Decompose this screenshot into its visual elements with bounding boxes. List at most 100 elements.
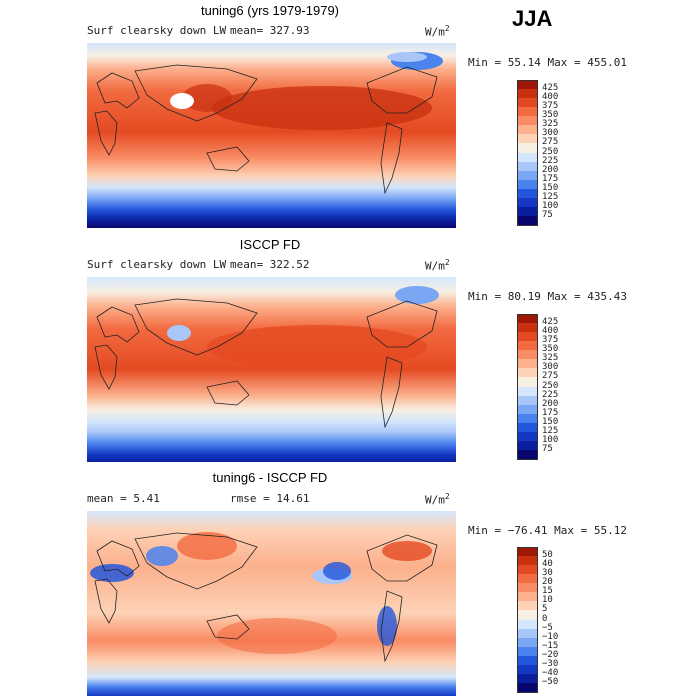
colorbar-block [517, 206, 537, 217]
colorbar-frame [517, 80, 538, 226]
colorbar-block [517, 655, 537, 666]
panel3-colorbar-labels: 50 40 30 20 15 10 5 0 −5 −10 −15 −20 −30 −40 −50 [542, 547, 582, 692]
colorbar-block [517, 574, 537, 584]
panel1-map [87, 43, 456, 228]
colorbar-block [517, 592, 537, 602]
colorbar-block [517, 134, 537, 144]
panel2-title: ISCCP FD [239, 237, 301, 252]
colorbar-tick-label: 250 [542, 146, 559, 157]
colorbar-block [517, 143, 537, 153]
colorbar-tick-label: 75 [542, 209, 553, 220]
colorbar-block [517, 673, 537, 684]
colorbar-block [517, 682, 537, 693]
colorbar-tick-label: 250 [542, 380, 559, 391]
colorbar-block [517, 556, 537, 566]
colorbar-block [517, 215, 537, 226]
colorbar-block [517, 368, 537, 378]
panel2-coastlines [94, 298, 438, 429]
colorbar-tick-label: 50 [542, 550, 553, 561]
colorbar-tick-label: 100 [542, 200, 559, 211]
colorbar-tick-label: 125 [542, 191, 559, 202]
colorbar-tick-label: 200 [542, 164, 559, 175]
colorbar-block [517, 664, 537, 675]
colorbar-block [517, 80, 537, 90]
colorbar-tick-label: 425 [542, 317, 559, 328]
colorbar-block [517, 404, 537, 415]
colorbar-block [517, 431, 537, 442]
colorbar-tick-label: 350 [542, 344, 559, 355]
colorbar-block [517, 188, 537, 199]
colorbar-tick-label: 275 [542, 371, 559, 382]
panel1-variable: Surf clearsky down LW [87, 24, 227, 37]
colorbar-block [517, 107, 537, 117]
colorbar-tick-label: 375 [542, 101, 559, 112]
colorbar-tick-label: 225 [542, 389, 559, 400]
panel3-mean: mean = 5.41 [87, 492, 160, 505]
colorbar-tick-label: 300 [542, 362, 559, 373]
panel3-colorbar [517, 547, 538, 693]
colorbar-tick-label: 10 [542, 595, 553, 606]
panel2-minmax: Min = 80.19 Max = 435.43 [468, 290, 627, 303]
colorbar-tick-label: −30 [542, 658, 559, 669]
colorbar-block [517, 646, 537, 657]
colorbar-tick-label: −5 [542, 622, 553, 633]
panel3-minmax: Min = −76.41 Max = 55.12 [468, 524, 627, 537]
colorbar-block [517, 637, 537, 648]
colorbar-block [517, 422, 537, 433]
colorbar-frame [517, 314, 538, 460]
colorbar-block [517, 565, 537, 575]
panel3-map [87, 511, 456, 696]
panel2-colorbar [517, 314, 538, 460]
colorbar-block [517, 314, 537, 324]
colorbar-frame [517, 547, 538, 693]
colorbar-block [517, 610, 537, 620]
colorbar-block [517, 341, 537, 351]
colorbar-tick-label: 5 [542, 604, 548, 615]
colorbar-block [517, 377, 537, 387]
colorbar-block [517, 179, 537, 190]
panel2-mean: mean= 322.52 [230, 258, 310, 271]
colorbar-tick-label: 300 [542, 128, 559, 139]
colorbar-block [517, 197, 537, 208]
colorbar-block [517, 125, 537, 135]
colorbar-tick-label: 175 [542, 407, 559, 418]
panel1-colorbar-labels: 425 400 375 350 325 300 275 250 225 200 175 150 125 1… [542, 80, 582, 225]
colorbar-block [517, 449, 537, 460]
colorbar-block [517, 89, 537, 99]
colorbar-tick-label: −40 [542, 667, 559, 678]
colorbar-tick-label: 20 [542, 577, 553, 588]
colorbar-tick-label: 400 [542, 92, 559, 103]
colorbar-tick-label: 425 [542, 83, 559, 94]
colorbar-block [517, 628, 537, 639]
colorbar-tick-label: 375 [542, 335, 559, 346]
colorbar-tick-label: 200 [542, 398, 559, 409]
colorbar-tick-label: 0 [542, 613, 548, 624]
colorbar-block [517, 332, 537, 342]
panel1-units: W/m2 [425, 24, 450, 39]
colorbar-tick-label: 100 [542, 434, 559, 445]
colorbar-block [517, 583, 537, 593]
colorbar-block [517, 547, 537, 557]
panel1-mean: mean= 327.93 [230, 24, 310, 37]
panel2-colorbar-labels: 425 400 375 350 325 300 275 250 225 200 175 150 125 1… [542, 314, 582, 459]
colorbar-block [517, 116, 537, 126]
colorbar-block [517, 323, 537, 333]
panel1-coastlines [94, 64, 438, 195]
panel3-title: tuning6 - ISCCP FD [212, 470, 328, 485]
colorbar-tick-label: 150 [542, 416, 559, 427]
colorbar-tick-label: 400 [542, 326, 559, 337]
panel2-map [87, 277, 456, 462]
colorbar-block [517, 413, 537, 424]
colorbar-tick-label: 350 [542, 110, 559, 121]
panel3-coastlines [94, 532, 438, 663]
colorbar-tick-label: 15 [542, 586, 553, 597]
colorbar-tick-label: −10 [542, 631, 559, 642]
panel1-title: tuning6 (yrs 1979-1979) [200, 3, 340, 18]
colorbar-tick-label: 40 [542, 559, 553, 570]
colorbar-block [517, 395, 537, 406]
colorbar-tick-label: 150 [542, 182, 559, 193]
colorbar-tick-label: −50 [542, 676, 559, 687]
colorbar-block [517, 386, 537, 397]
panel2-units: W/m2 [425, 258, 450, 273]
